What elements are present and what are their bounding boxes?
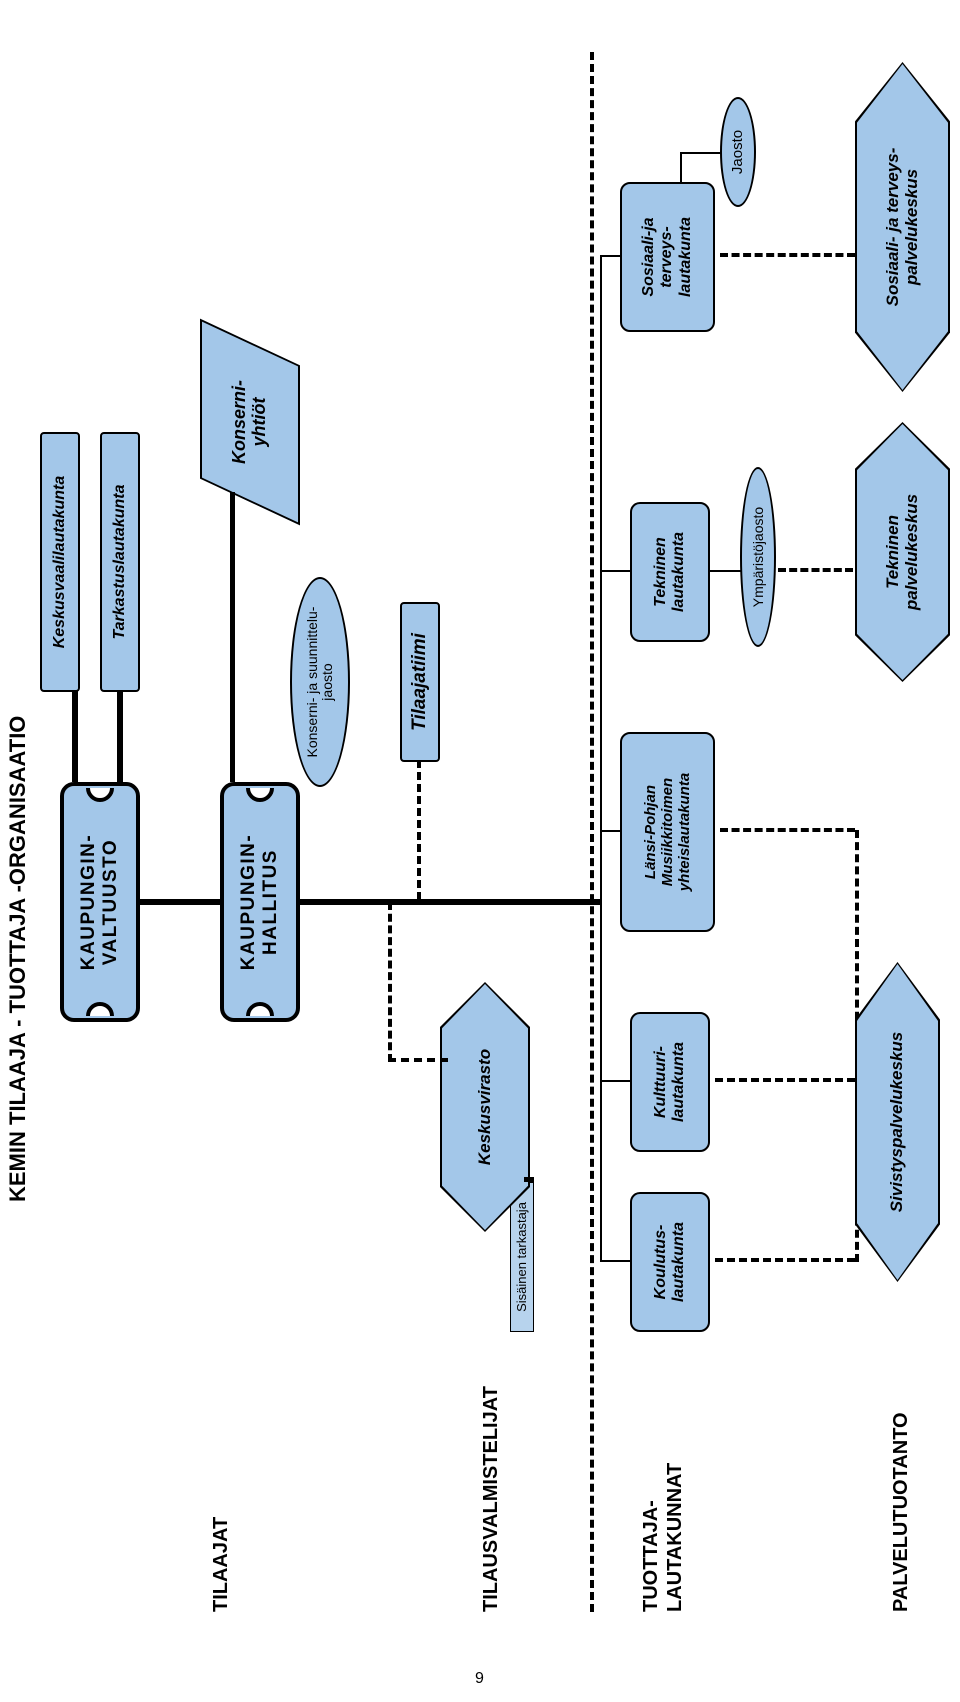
- kaupunginvaltuusto: KAUPUNGIN- VALTUUSTO: [60, 782, 140, 1022]
- dash-to-keskusvirasto-h: [388, 902, 392, 1062]
- drop-4: [600, 570, 630, 572]
- keskusvirasto-label: Keskusvirasto: [476, 1019, 495, 1195]
- keskusvirasto: Keskusvirasto: [440, 982, 530, 1232]
- conn-st-kv: [524, 1177, 534, 1182]
- kaupunginhallitus: KAUPUNGIN- HALLITUS: [220, 782, 300, 1022]
- sosiaali-lautakunta: Sosiaali-ja terveys- lautakunta: [620, 182, 715, 332]
- dash-tek: [778, 568, 853, 572]
- page-number: 9: [475, 1670, 484, 1688]
- dash-koul: [715, 1258, 855, 1262]
- distributor-line: [600, 257, 602, 1262]
- sos-l1: Sosiaali-ja: [640, 217, 657, 296]
- lp-l3: yhteislautakunta: [676, 773, 693, 891]
- section-tilaajat: TILAAJAT: [210, 1517, 233, 1612]
- conn-valtuusto-hallitus: [140, 899, 220, 905]
- keskusvaalilautakunta: Keskusvaalilautakunta: [40, 432, 80, 692]
- conn-jaosto-v: [680, 152, 722, 154]
- sos-l3: lautakunta: [677, 217, 694, 297]
- tekninen-lautakunta: Tekninen lautakunta: [630, 502, 710, 642]
- tekninen-palvelukeskus: Tekninen palvelukeskus: [855, 422, 950, 682]
- diagram-stage: KEMIN TILAAJA - TUOTTAJA -ORGANISAATIO T…: [0, 0, 960, 1702]
- tekpk-l1: Tekninen: [883, 485, 902, 619]
- koulutus-lautakunta: Koulutus- lautakunta: [630, 1192, 710, 1332]
- drop-1: [600, 1260, 630, 1262]
- dash-to-keskusvirasto-v: [388, 1058, 448, 1062]
- konserni-yhtiot-l2: yhtiöt: [249, 398, 269, 447]
- tek-l2: lautakunta: [670, 532, 687, 612]
- dash-v1: [345, 900, 390, 904]
- dash-kult: [715, 1078, 855, 1082]
- diagram-title: KEMIN TILAAJA - TUOTTAJA -ORGANISAATIO: [5, 716, 31, 1202]
- drop-ymp: [710, 570, 742, 572]
- sospk-l2: palvelukeskus: [902, 139, 921, 315]
- ymparistojaosto: Ympäristöjaosto: [740, 467, 776, 647]
- konserni-yhtiot: Konserni- yhtiöt: [200, 342, 300, 502]
- kulttuuri-lautakunta: Kulttuuri- lautakunta: [630, 1012, 710, 1152]
- conn-valt-tarkastus: [117, 690, 123, 782]
- konserni-jaosto: Konserni- ja suunnittelu- jaosto: [290, 577, 350, 787]
- hallitus-l1: KAUPUNGIN-: [238, 834, 260, 970]
- sivistys-label: Sivistyspalvelukeskus: [888, 1002, 907, 1243]
- sivistyspalvelukeskus: Sivistyspalvelukeskus: [855, 962, 940, 1282]
- lp-l2: Musiikkitoimen: [659, 778, 676, 886]
- tek-l1: Tekninen: [652, 537, 669, 607]
- tarkastuslautakunta: Tarkastuslautakunta: [100, 432, 140, 692]
- tilaajatiimi: Tilaajatiimi: [400, 602, 440, 762]
- kulttuuri-l2: lautakunta: [670, 1042, 687, 1122]
- jaosto: Jaosto: [720, 97, 756, 207]
- konserni-yhtiot-l1: Konserni-: [229, 380, 249, 464]
- koulutus-l2: lautakunta: [670, 1222, 687, 1302]
- sospk-l1: Sosiaali- ja terveys-: [883, 118, 902, 337]
- section-palvelutuotanto: PALVELUTUOTANTO: [890, 1412, 913, 1612]
- konserni-jaosto-l1: Konserni- ja suunnittelu-: [304, 607, 320, 758]
- valtuusto-l2: VALTUUSTO: [100, 839, 122, 965]
- tekpk-l2: palvelukeskus: [902, 464, 921, 640]
- drop-2: [600, 1080, 630, 1082]
- koulutus-l1: Koulutus-: [652, 1225, 669, 1300]
- dash-to-tilaajatiimi: [417, 760, 421, 900]
- konserni-jaosto-l2: jaosto: [319, 663, 335, 700]
- valtuusto-l1: KAUPUNGIN-: [78, 834, 100, 970]
- section-tuottaja-l1: TUOTTAJA-: [640, 1500, 663, 1612]
- section-tilausvalmistelijat: TILAUSVALMISTELIJAT: [480, 1386, 503, 1612]
- conn-valt-vaalilk: [72, 690, 78, 782]
- sos-l2: terveys-: [658, 226, 675, 287]
- lansipohja-lautakunta: Länsi-Pohjan Musiikkitoimen yhteislautak…: [620, 732, 715, 932]
- conn-jaosto-h: [680, 152, 682, 182]
- dash-sos: [720, 253, 855, 257]
- kulttuuri-l1: Kulttuuri-: [652, 1046, 669, 1118]
- section-tuottaja-l2: LAUTAKUNNAT: [664, 1463, 687, 1612]
- conn-hallitus-yhtiot: [230, 492, 235, 782]
- lp-l1: Länsi-Pohjan: [642, 785, 659, 879]
- sosiaali-palvelukeskus: Sosiaali- ja terveys- palvelukeskus: [855, 62, 950, 392]
- separator-dashed: [590, 52, 594, 1612]
- hallitus-l2: HALLITUS: [260, 849, 282, 955]
- dash-lp: [720, 828, 855, 832]
